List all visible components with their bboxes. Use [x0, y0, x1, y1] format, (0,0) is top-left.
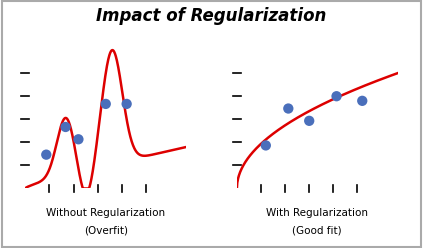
Point: [62, 125, 69, 129]
Point: [102, 102, 109, 106]
Point: [306, 119, 313, 123]
Point: [285, 107, 292, 111]
Text: With Regularization: With Regularization: [266, 209, 368, 218]
Point: [75, 137, 82, 141]
Point: [43, 153, 49, 157]
Text: (Good fit): (Good fit): [292, 225, 342, 235]
Point: [123, 102, 130, 106]
Text: Impact of Regularization: Impact of Regularization: [96, 7, 327, 26]
Text: (Overfit): (Overfit): [84, 225, 128, 235]
Text: Without Regularization: Without Regularization: [46, 209, 165, 218]
Point: [333, 94, 340, 98]
Point: [359, 99, 365, 103]
Point: [262, 143, 269, 147]
